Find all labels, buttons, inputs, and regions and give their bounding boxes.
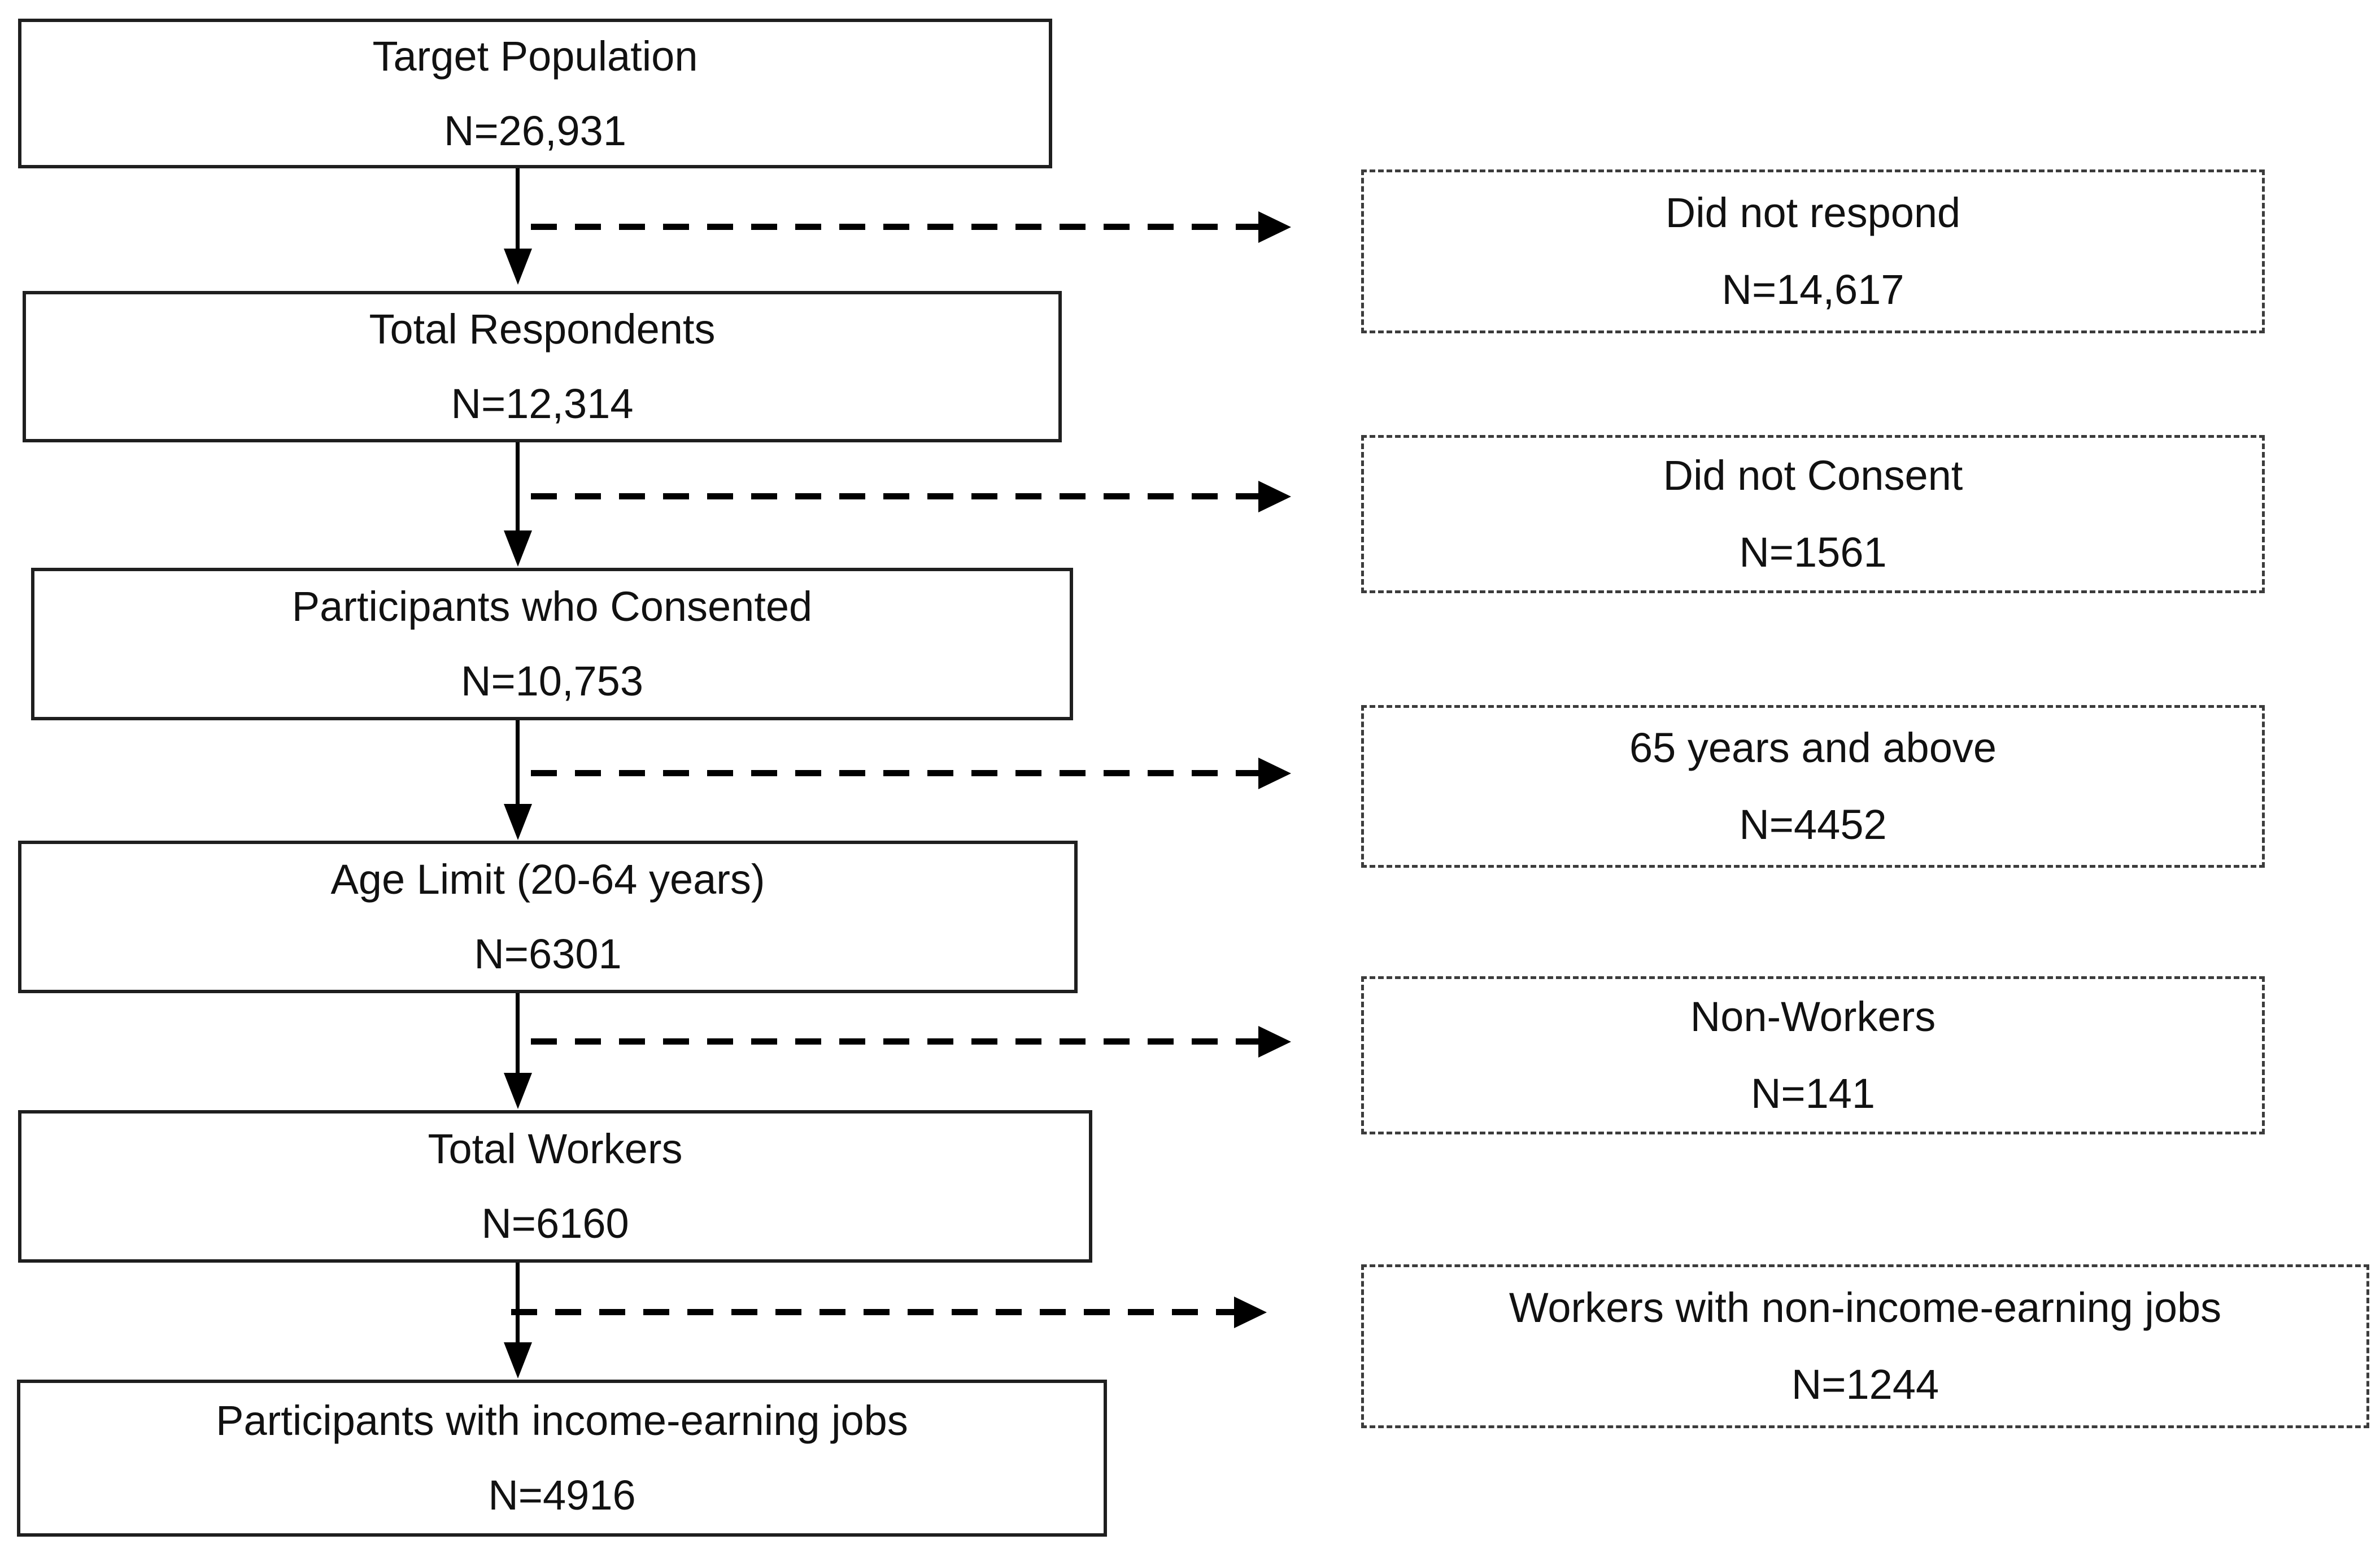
down-arrow-1-line: [516, 168, 520, 250]
box-did-not-respond: Did not respond N=14,617: [1361, 169, 2265, 333]
box-income-earning-jobs: Participants with income-earning jobs N=…: [17, 1380, 1107, 1537]
box-label: Non-Workers: [1690, 993, 1936, 1040]
down-arrow-4-line: [516, 993, 520, 1074]
box-label: Total Respondents: [369, 306, 716, 353]
box-total-workers: Total Workers N=6160: [18, 1110, 1092, 1263]
exclusion-arrow-5-head: [1234, 1297, 1267, 1328]
box-n-value: N=4452: [1739, 801, 1887, 848]
box-n-value: N=26,931: [444, 107, 626, 154]
exclusion-arrow-2-line: [531, 493, 1258, 499]
down-arrow-2-line: [516, 442, 520, 532]
box-label: Participants with income-earning jobs: [216, 1397, 908, 1444]
down-arrow-3-head: [504, 804, 532, 840]
exclusion-arrow-1-line: [531, 224, 1258, 230]
box-participants-consented: Participants who Consented N=10,753: [31, 568, 1073, 720]
box-label: Total Workers: [428, 1125, 683, 1172]
box-65-and-above: 65 years and above N=4452: [1361, 705, 2265, 868]
box-n-value: N=10,753: [461, 658, 643, 704]
box-n-value: N=6160: [481, 1200, 629, 1247]
exclusion-arrow-1-head: [1258, 211, 1291, 243]
box-did-not-consent: Did not Consent N=1561: [1361, 435, 2265, 593]
box-age-limit: Age Limit (20-64 years) N=6301: [18, 841, 1078, 993]
box-label: Did not Consent: [1663, 452, 1963, 499]
box-n-value: N=1244: [1791, 1361, 1939, 1408]
box-non-workers: Non-Workers N=141: [1361, 976, 2265, 1134]
box-label: Did not respond: [1665, 189, 1961, 236]
box-target-population: Target Population N=26,931: [18, 19, 1052, 168]
box-total-respondents: Total Respondents N=12,314: [23, 291, 1062, 442]
down-arrow-3-line: [516, 720, 520, 805]
exclusion-arrow-3-head: [1258, 758, 1291, 789]
box-n-value: N=141: [1750, 1070, 1876, 1117]
box-label: Target Population: [372, 32, 698, 80]
down-arrow-5-line: [516, 1263, 520, 1343]
exclusion-arrow-3-line: [531, 770, 1258, 776]
exclusion-arrow-2-head: [1258, 481, 1291, 512]
down-arrow-4-head: [504, 1073, 532, 1109]
box-label: Age Limit (20-64 years): [330, 856, 765, 903]
exclusion-arrow-4-head: [1258, 1026, 1291, 1058]
box-label: Workers with non-income-earning jobs: [1509, 1284, 2222, 1331]
down-arrow-5-head: [504, 1342, 532, 1378]
box-n-value: N=6301: [474, 930, 622, 977]
box-n-value: N=1561: [1739, 529, 1887, 576]
down-arrow-2-head: [504, 530, 532, 567]
box-non-income-earning-jobs: Workers with non-income-earning jobs N=1…: [1361, 1264, 2369, 1428]
down-arrow-1-head: [504, 249, 532, 285]
box-label: 65 years and above: [1629, 724, 1997, 771]
box-n-value: N=12,314: [451, 380, 634, 427]
exclusion-arrow-5-line: [511, 1309, 1234, 1315]
box-n-value: N=14,617: [1721, 266, 1904, 313]
exclusion-arrow-4-line: [531, 1038, 1258, 1045]
box-n-value: N=4916: [488, 1472, 636, 1519]
box-label: Participants who Consented: [291, 583, 813, 630]
